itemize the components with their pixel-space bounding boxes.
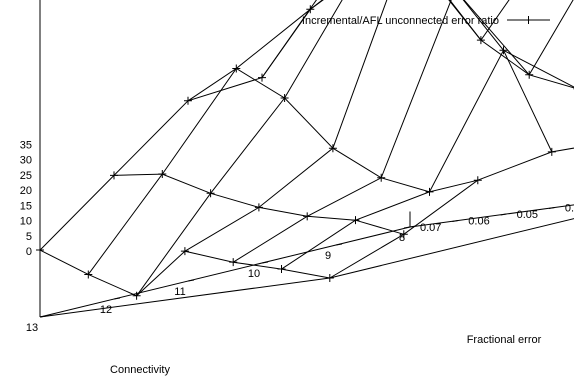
mesh-line-error-0.01 (329, 147, 574, 279)
y-tick-mark (452, 220, 459, 222)
legend-label: Incremental/AFL unconnected error ratio (302, 15, 499, 27)
data-point (399, 230, 408, 239)
data-point (110, 171, 118, 180)
mesh-line-error-0.07 (39, 0, 317, 251)
x-tick-label: 9 (325, 250, 331, 262)
data-point (254, 203, 263, 212)
z-tick-label: 5 (26, 231, 32, 243)
mesh-line-error-0.02 (281, 49, 574, 270)
y-tick-mark (403, 226, 411, 229)
data-point (132, 291, 141, 300)
data-point (351, 216, 360, 225)
data-point (206, 189, 215, 198)
data-point (425, 187, 434, 196)
x-tick-mark (39, 315, 47, 318)
x-tick-mark (113, 297, 121, 300)
axes-frame (39, 0, 574, 318)
data-point (306, 5, 315, 14)
data-point (303, 212, 312, 221)
base-edge-back (329, 218, 574, 279)
data-point (547, 147, 556, 156)
mesh-line-error-0.05 (136, 0, 343, 297)
mesh-line-error-0.03 (232, 0, 574, 263)
x-tick-mark (409, 225, 417, 228)
y-tick-mark (500, 213, 507, 216)
legend: Incremental/AFL unconnected error ratio (302, 15, 550, 27)
data-point (184, 96, 192, 105)
y-tick-label: 0.04 (565, 203, 574, 215)
data-point (36, 246, 44, 255)
x-tick-label: 10 (248, 268, 260, 280)
data-point (476, 36, 485, 45)
data-point (277, 265, 286, 274)
z-tick-label: 30 (20, 155, 32, 167)
x-tick-label: 12 (100, 304, 112, 316)
mesh-line-error-0.04 (184, 0, 510, 252)
z-tick-label: 10 (20, 216, 32, 228)
data-point (258, 73, 266, 82)
data-points (36, 5, 574, 300)
data-point (473, 176, 482, 185)
y-axis-label: Fractional error (467, 334, 542, 346)
y-tick-label: 0.07 (420, 222, 441, 234)
surface-mesh (39, 0, 574, 297)
z-tick-label: 0 (26, 246, 32, 258)
x-tick-mark (261, 261, 269, 264)
z-tick-label: 15 (20, 200, 32, 212)
base-edge-front-connectivity (39, 226, 411, 318)
y-tick-label: 0.06 (468, 216, 489, 228)
x-axis-label: Connectivity (110, 364, 170, 376)
data-point (229, 258, 238, 267)
data-point (377, 173, 386, 182)
mesh-line-error-0.06 (87, 0, 324, 275)
y-tick-label: 0.05 (517, 209, 538, 221)
mesh-line-connectivity-8 (410, 0, 574, 75)
data-point (499, 46, 508, 55)
data-point (158, 170, 167, 179)
data-point (232, 64, 241, 73)
y-tick-mark (548, 207, 555, 209)
data-point (180, 247, 189, 256)
z-tick-label: 35 (20, 139, 32, 151)
x-tick-label: 11 (174, 286, 185, 298)
z-tick-label: 25 (20, 170, 32, 182)
z-tick-label: 20 (20, 185, 32, 197)
x-tick-mark (187, 279, 195, 282)
data-point (325, 274, 334, 282)
legend-point-sample (524, 16, 533, 24)
axis-ticks: 0510152025303513121110980.010.020.030.04… (20, 139, 574, 334)
x-tick-label: 8 (399, 232, 405, 244)
x-tick-label: 13 (26, 322, 38, 334)
x-tick-mark (335, 243, 343, 246)
base-edge-left (39, 277, 330, 318)
data-point (84, 270, 93, 279)
data-point (525, 70, 534, 79)
data-point (328, 144, 337, 153)
data-point (280, 94, 289, 103)
